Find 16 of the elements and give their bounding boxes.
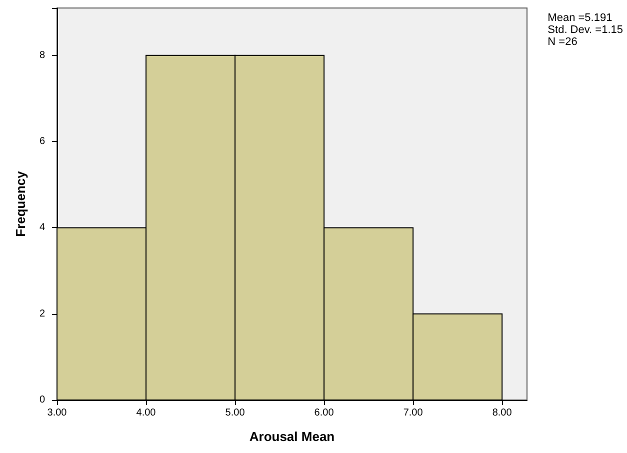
- y-tick-label: 6: [39, 136, 46, 148]
- x-tick-label: 8.00: [492, 408, 512, 418]
- y-tick-label: 0: [39, 394, 46, 406]
- text: N =26: [548, 36, 578, 48]
- x-axis-title: Arousal Mean: [249, 429, 335, 444]
- y-tick-label: 8: [39, 50, 46, 61]
- y-tick-label: 2: [39, 308, 46, 320]
- y-tick-label: 4: [39, 222, 46, 234]
- x-tick-label: 5.00: [225, 408, 246, 418]
- y-axis-title: Frequency: [13, 170, 28, 237]
- text: Std. Dev. =1.15: [548, 24, 624, 36]
- x-tick-label: 7.00: [403, 408, 424, 418]
- x-tick-label: 3.00: [47, 408, 68, 418]
- text: Mean =5.191: [548, 12, 612, 24]
- x-tick-label: 4.00: [136, 408, 156, 418]
- x-tick-label: 6.00: [314, 408, 334, 418]
